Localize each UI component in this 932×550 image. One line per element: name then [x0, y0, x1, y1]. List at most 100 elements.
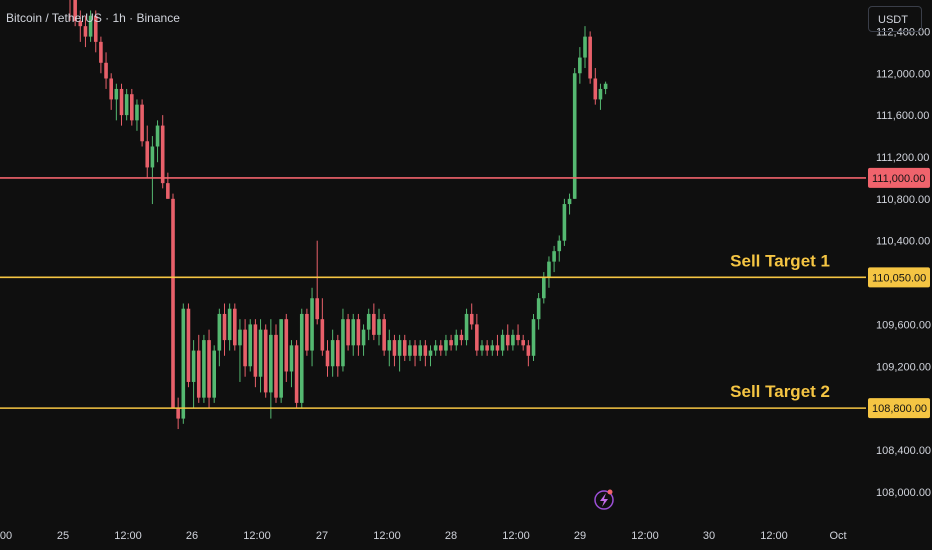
candle-body	[336, 340, 340, 367]
time-tick-label: 12:00	[760, 530, 788, 542]
candle-body	[346, 319, 350, 346]
candle	[562, 198, 567, 246]
candle-body	[423, 345, 428, 356]
time-tick-label: 00	[0, 530, 12, 542]
candle-body	[305, 313, 309, 351]
candle-body	[109, 78, 113, 100]
candle	[387, 329, 392, 367]
candle-body	[299, 313, 304, 403]
candle-body	[542, 277, 546, 299]
time-axis[interactable]: 00 25 12:00 26 12:00 27 12:00 28 12:00 29 12:00 30 1…	[0, 530, 847, 542]
candle-body	[171, 198, 175, 409]
candle	[408, 340, 412, 362]
candle-body	[196, 350, 201, 398]
candle	[351, 313, 356, 356]
time-tick-label: 12:00	[373, 530, 401, 542]
candle-body	[289, 345, 294, 372]
candle-body	[330, 340, 335, 367]
candle-body	[603, 83, 608, 89]
candle	[155, 120, 160, 163]
candle-body	[402, 340, 407, 356]
lightning-icon	[600, 493, 608, 507]
candle	[196, 334, 201, 403]
price-tick-label: 112,000.00	[876, 68, 930, 80]
candle	[413, 340, 417, 367]
candle-body	[104, 62, 108, 79]
candle	[238, 319, 242, 382]
candle	[150, 136, 155, 205]
resistance-price-label: 111,000.00	[872, 173, 925, 185]
time-tick-label: Oct	[829, 530, 846, 542]
candle	[469, 303, 474, 330]
candle	[346, 313, 350, 351]
candle-body	[382, 319, 386, 351]
candle	[603, 81, 608, 95]
candle	[114, 83, 119, 121]
candle-body	[274, 334, 278, 398]
time-tick-label: 28	[445, 530, 457, 542]
candle	[233, 303, 237, 351]
candle-body	[243, 329, 247, 367]
candle	[536, 293, 541, 330]
candle-body	[315, 298, 319, 320]
candle-body	[186, 308, 191, 382]
candle-body	[408, 345, 412, 356]
sell-target-2-price-tag	[868, 398, 930, 419]
candle-body	[495, 345, 500, 351]
candle-body	[145, 141, 150, 168]
time-tick-label: 25	[57, 530, 69, 542]
candle-body	[325, 350, 330, 367]
candle	[516, 324, 520, 346]
candle	[464, 308, 469, 346]
price-tick-label: 108,400.00	[876, 445, 931, 457]
levels-layer: 111,000.00 110,050.00 Sell Target 1 108,800…	[0, 167, 930, 419]
candle-body	[475, 324, 479, 351]
candle	[490, 340, 495, 356]
candle	[526, 340, 531, 367]
candle-body	[366, 313, 371, 330]
candle-body	[93, 15, 98, 42]
candle	[243, 319, 247, 377]
candle-body	[227, 308, 232, 341]
badge-dot	[607, 489, 613, 495]
candle-body	[78, 20, 83, 27]
candle-body	[449, 340, 453, 346]
candle-body	[212, 350, 216, 398]
candles-layer	[69, 0, 608, 430]
candle-body	[572, 73, 577, 199]
candle	[330, 329, 335, 377]
currency-button[interactable]: USDT	[868, 6, 922, 32]
candle-body	[202, 340, 206, 398]
time-tick-label: 12:00	[502, 530, 530, 542]
candle	[284, 313, 289, 382]
candle	[418, 340, 422, 362]
candle-body	[73, 0, 77, 21]
candle-body	[485, 345, 489, 351]
candle	[480, 340, 484, 356]
price-tick-label: 108,000.00	[876, 487, 931, 499]
time-tick-label: 12:00	[114, 530, 142, 542]
candle	[402, 334, 407, 362]
candle-body	[124, 94, 129, 116]
candle-body	[263, 329, 268, 393]
candle	[69, 0, 71, 21]
chart-title: Bitcoin / TetherUS · 1h · Binance	[6, 11, 180, 25]
candle	[449, 334, 453, 351]
candle	[315, 240, 319, 325]
price-tick-label: 111,600.00	[876, 110, 929, 122]
lightning-badge[interactable]	[594, 489, 614, 510]
candle	[454, 329, 459, 351]
candle	[511, 329, 515, 351]
candle	[557, 235, 562, 262]
candle	[104, 52, 108, 89]
candle-body	[505, 334, 510, 346]
candle-body	[310, 298, 314, 351]
candle	[253, 319, 258, 388]
price-axis[interactable]: 112,400.00 112,000.00 111,600.00 111,200.00…	[876, 26, 931, 498]
candle	[439, 340, 443, 356]
price-tick-label: 110,400.00	[876, 236, 930, 248]
sell-target-2-price-label: 108,800.00	[872, 403, 927, 415]
candle-body	[490, 345, 495, 351]
badge-ring	[594, 490, 614, 510]
